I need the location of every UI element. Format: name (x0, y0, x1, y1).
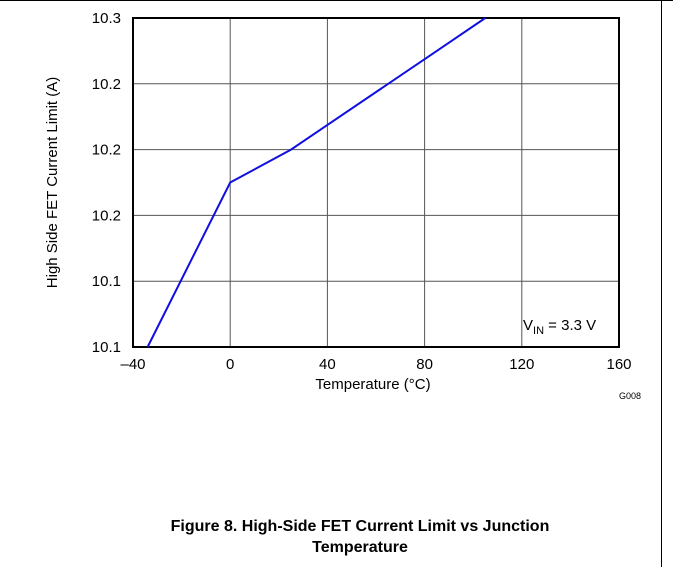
vin-annotation-subscript: IN (533, 325, 544, 337)
figure-code: G008 (619, 391, 641, 401)
y-tick-label: 10.1 (92, 273, 121, 290)
chart-grid (133, 18, 619, 347)
vin-annotation: VIN = 3.3 V (523, 317, 596, 337)
vin-annotation-rest: = 3.3 V (544, 317, 596, 334)
x-tick-label: –40 (120, 356, 145, 373)
figure-caption-line-2: Temperature (312, 539, 408, 556)
page-frame-right-border (661, 0, 662, 567)
y-tick-label: 10.3 (92, 10, 121, 27)
x-tick-labels: –40 0 40 80 120 160 (120, 356, 631, 373)
x-axis-label: Temperature (°C) (315, 376, 430, 393)
figure-caption: Figure 8. High-Side FET Current Limit vs… (60, 516, 660, 558)
chart: –40 0 40 80 120 160 10.310.210.210.210.110.1 … (44, 10, 641, 401)
y-axis-label: High Side FET Current Limit (A) (44, 77, 61, 288)
x-tick-label: 160 (606, 356, 631, 373)
x-tick-label: 120 (509, 356, 534, 373)
y-tick-label: 10.1 (92, 339, 121, 356)
vin-annotation-main: V (523, 317, 533, 334)
x-tick-label: 0 (226, 356, 234, 373)
y-tick-labels: 10.3 10.2 10.2 10.2 10.1 10.1 (92, 10, 121, 356)
y-tick-label: 10.2 (92, 76, 121, 93)
y-tick-label: 10.2 (92, 142, 121, 159)
page-frame-top-border (0, 0, 673, 1)
plot-area (132, 17, 620, 348)
x-tick-label: 80 (416, 356, 433, 373)
y-tick-label: 10.2 (92, 207, 121, 224)
figure-caption-line-1: Figure 8. High-Side FET Current Limit vs… (170, 518, 550, 535)
series-line (146, 17, 486, 348)
x-tick-label: 40 (319, 356, 336, 373)
